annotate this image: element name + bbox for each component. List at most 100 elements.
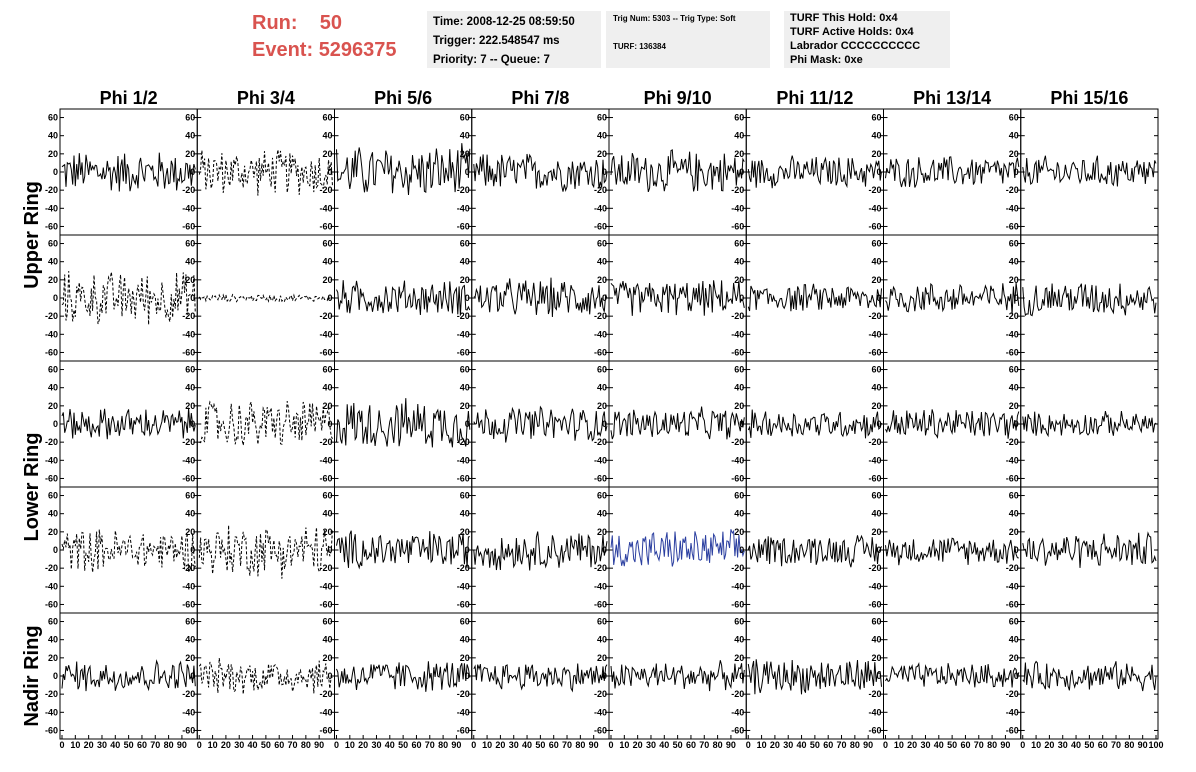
- y-tick-label: 40: [48, 257, 58, 267]
- y-tick-label: -60: [319, 347, 332, 357]
- y-tick-label: 60: [734, 491, 744, 501]
- trigger-text: Trigger: 222.548547 ms: [433, 35, 560, 47]
- y-tick-label: -20: [457, 185, 470, 195]
- x-tick-label: 0: [1020, 740, 1025, 750]
- trig-num-text: Trig Num: 5303 -- Trig Type: Soft: [613, 14, 736, 23]
- panel-frame: [1020, 108, 1159, 236]
- y-tick-label: 20: [1009, 149, 1019, 159]
- y-tick-label: -20: [45, 563, 58, 573]
- x-tick-label: 40: [385, 740, 395, 750]
- y-tick-label: 40: [48, 635, 58, 645]
- y-tick-label: -20: [731, 563, 744, 573]
- y-tick-label: -20: [457, 689, 470, 699]
- y-tick-label: -40: [731, 203, 744, 213]
- x-tick-label: 90: [177, 740, 187, 750]
- y-tick-label: -60: [731, 221, 744, 231]
- y-tick-label: -60: [594, 221, 607, 231]
- waveform-line: [1022, 531, 1157, 568]
- y-tick-label: 40: [597, 131, 607, 141]
- y-tick-label: 20: [185, 401, 195, 411]
- x-tick-label: 70: [837, 740, 847, 750]
- y-tick-label: -60: [868, 725, 881, 735]
- y-tick-label: -20: [594, 311, 607, 321]
- y-tick-label: -20: [319, 563, 332, 573]
- y-tick-label: -20: [594, 689, 607, 699]
- y-tick-label: 20: [185, 149, 195, 159]
- x-tick-label: 30: [97, 740, 107, 750]
- y-tick-label: 60: [460, 239, 470, 249]
- y-tick-label: 0: [465, 293, 470, 303]
- run-label: Run:: [252, 12, 298, 34]
- y-tick-label: -40: [45, 203, 58, 213]
- y-tick-label: -20: [45, 185, 58, 195]
- x-tick-label: 70: [974, 740, 984, 750]
- x-tick-label: 50: [535, 740, 545, 750]
- y-tick-label: -40: [45, 707, 58, 717]
- y-tick-label: -60: [182, 473, 195, 483]
- y-tick-label: 0: [739, 293, 744, 303]
- y-tick-label: 40: [597, 509, 607, 519]
- y-tick-label: 40: [322, 131, 332, 141]
- y-tick-label: -20: [457, 311, 470, 321]
- y-tick-label: -40: [594, 707, 607, 717]
- waveform-line: [885, 282, 1020, 315]
- y-tick-label: 0: [190, 167, 195, 177]
- turf-active-text: TURF Active Holds: 0x4: [790, 26, 914, 38]
- y-tick-label: 60: [1009, 617, 1019, 627]
- y-tick-label: 40: [1009, 509, 1019, 519]
- y-tick-label: 0: [739, 545, 744, 555]
- x-tick-label: 10: [1031, 740, 1041, 750]
- ring-label: Nadir Ring: [21, 625, 43, 726]
- y-tick-label: -60: [868, 221, 881, 231]
- y-tick-label: 0: [190, 293, 195, 303]
- x-tick-label: 70: [150, 740, 160, 750]
- y-tick-label: 0: [327, 671, 332, 681]
- y-tick-label: 20: [1009, 527, 1019, 537]
- y-tick-label: 40: [460, 131, 470, 141]
- x-tick-label: 20: [84, 740, 94, 750]
- waveform-line: [61, 271, 196, 325]
- y-tick-label: -40: [868, 707, 881, 717]
- y-tick-label: 40: [734, 509, 744, 519]
- y-tick-label: 60: [460, 113, 470, 123]
- event-value: 5296375: [318, 39, 397, 61]
- y-tick-label: 40: [322, 635, 332, 645]
- y-tick-label: 60: [597, 491, 607, 501]
- y-tick-label: 60: [322, 617, 332, 627]
- x-tick-label: 20: [221, 740, 231, 750]
- column-header: Phi 3/4: [237, 88, 295, 108]
- y-tick-label: 40: [460, 383, 470, 393]
- x-tick-label: 70: [699, 740, 709, 750]
- x-tick-label: 50: [1084, 740, 1094, 750]
- y-tick-label: -20: [319, 437, 332, 447]
- labrador-text: Labrador CCCCCCCCCC: [790, 40, 921, 52]
- y-tick-label: 0: [465, 545, 470, 555]
- y-tick-label: 0: [53, 545, 58, 555]
- y-tick-label: -40: [182, 707, 195, 717]
- y-tick-label: -20: [319, 311, 332, 321]
- y-tick-label: -40: [45, 329, 58, 339]
- panel-frame: [883, 108, 1022, 236]
- panel-frame: [745, 486, 884, 614]
- y-tick-label: 40: [322, 257, 332, 267]
- x-tick-label: 80: [438, 740, 448, 750]
- panel-frame: [59, 486, 198, 614]
- panel-frame: [1020, 234, 1159, 362]
- x-tick-label: 10: [208, 740, 218, 750]
- x-tick-label: 30: [1058, 740, 1068, 750]
- y-tick-label: 40: [1009, 131, 1019, 141]
- y-tick-label: 60: [185, 491, 195, 501]
- x-tick-label: 10: [757, 740, 767, 750]
- y-tick-label: -20: [1006, 311, 1019, 321]
- y-tick-label: 0: [739, 419, 744, 429]
- y-tick-label: 0: [602, 545, 607, 555]
- x-tick-label: 0: [608, 740, 613, 750]
- waveform-line: [473, 531, 608, 571]
- y-tick-label: 20: [322, 401, 332, 411]
- y-tick-label: -40: [1006, 581, 1019, 591]
- x-tick-label: 40: [110, 740, 120, 750]
- waveform-line: [198, 149, 333, 196]
- y-tick-label: 20: [322, 653, 332, 663]
- y-tick-label: -40: [594, 203, 607, 213]
- x-tick-label: 0: [197, 740, 202, 750]
